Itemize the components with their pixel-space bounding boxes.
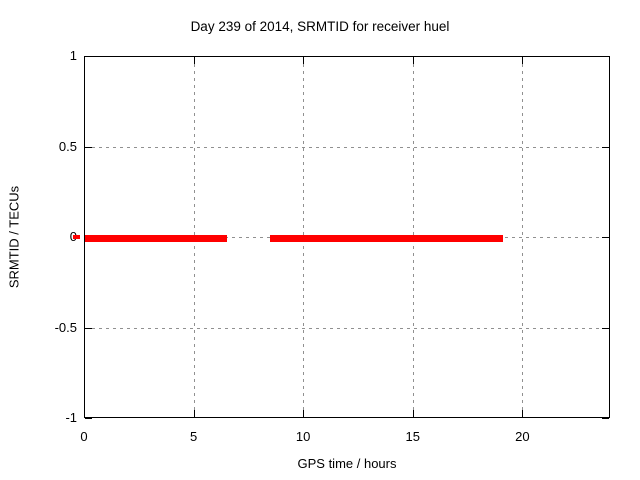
y-tick-label--0.5: -0.5 [54, 319, 77, 335]
y-tick-left-1 [85, 56, 92, 57]
x-tick-top-0 [84, 57, 85, 64]
x-tick-label-10: 10 [295, 429, 311, 444]
x-tick-label-0: 0 [80, 429, 88, 444]
y-tick-right-1 [602, 56, 609, 57]
y-tick-label-1: 1 [69, 47, 77, 63]
y-tick-right-0 [602, 237, 609, 238]
y-tick-label-0: 0 [0, 229, 77, 244]
plot-area [84, 56, 610, 419]
gridline-y--0.5 [85, 327, 609, 329]
series-SRMTID-segment-1 [85, 234, 228, 242]
x-tick-bottom-0 [84, 410, 85, 417]
y-tick-right-0.5 [602, 146, 609, 148]
x-tick-top-10 [303, 57, 305, 64]
y-tick-left-0.5 [85, 146, 92, 148]
x-axis-label: GPS time / hours [297, 456, 397, 471]
y-tick-right--1 [602, 418, 609, 419]
x-tick-bottom-20 [522, 410, 524, 417]
x-tick-bottom-10 [303, 410, 305, 417]
y-tick-left--1 [85, 418, 92, 419]
x-tick-bottom-15 [412, 410, 414, 417]
y-tick-label--1: -1 [65, 409, 77, 425]
y-tick-label-0.5: 0.5 [58, 138, 77, 154]
red-line-edge-artifact [73, 235, 80, 239]
x-tick-top-20 [522, 57, 524, 64]
y-tick-right--0.5 [602, 327, 609, 329]
gridline-y-0.5 [85, 146, 609, 148]
x-tick-bottom-5 [193, 410, 195, 417]
x-tick-label-15: 15 [405, 429, 420, 444]
chart-title: Day 239 of 2014, SRMTID for receiver hue… [190, 19, 450, 34]
x-tick-top-5 [193, 57, 195, 64]
x-tick-label-20: 20 [515, 429, 530, 444]
x-tick-label-5: 5 [189, 429, 198, 444]
x-tick-top-15 [412, 57, 414, 64]
series-SRMTID-segment-2 [270, 234, 503, 242]
y-tick-left--0.5 [85, 327, 92, 329]
